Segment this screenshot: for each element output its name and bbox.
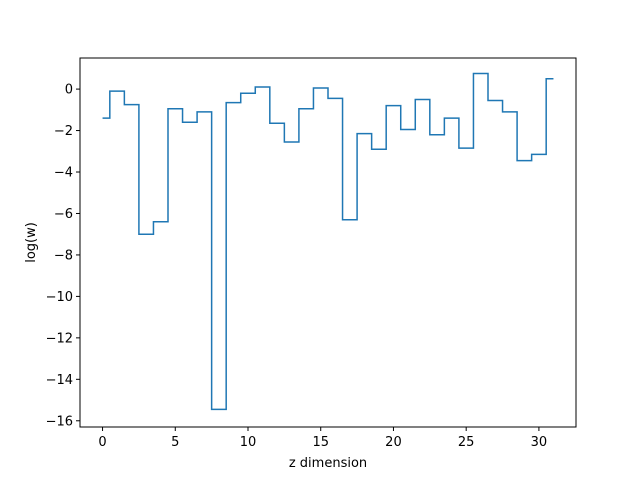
y-tick-label: −14	[46, 373, 73, 388]
x-axis-label: z dimension	[289, 456, 367, 471]
series-line	[102, 72, 554, 411]
y-axis-label: log(w)	[24, 222, 39, 263]
y-tick-label: −2	[54, 124, 73, 139]
y-tick-label: −8	[54, 248, 73, 263]
y-tick-label: 0	[65, 83, 73, 98]
plot-area	[102, 72, 554, 411]
x-axis: 0 5 10 15 20 25 30	[98, 427, 547, 450]
y-tick-label: −16	[46, 414, 73, 429]
x-tick-label: 10	[240, 435, 257, 450]
x-tick-label: 20	[385, 435, 402, 450]
x-tick-label: 5	[171, 435, 179, 450]
y-tick-label: −4	[54, 166, 73, 181]
y-tick-label: −10	[46, 290, 73, 305]
x-tick-label: 0	[98, 435, 106, 450]
y-tick-label: −6	[54, 207, 73, 222]
x-tick-label: 25	[458, 435, 475, 450]
x-tick-label: 30	[531, 435, 548, 450]
y-tick-label: −12	[46, 331, 73, 346]
x-tick-label: 15	[312, 435, 329, 450]
y-axis: 0 −2 −4 −6 −8 −10 −12 −14 −16	[46, 83, 80, 429]
axes-frame	[79, 57, 577, 428]
